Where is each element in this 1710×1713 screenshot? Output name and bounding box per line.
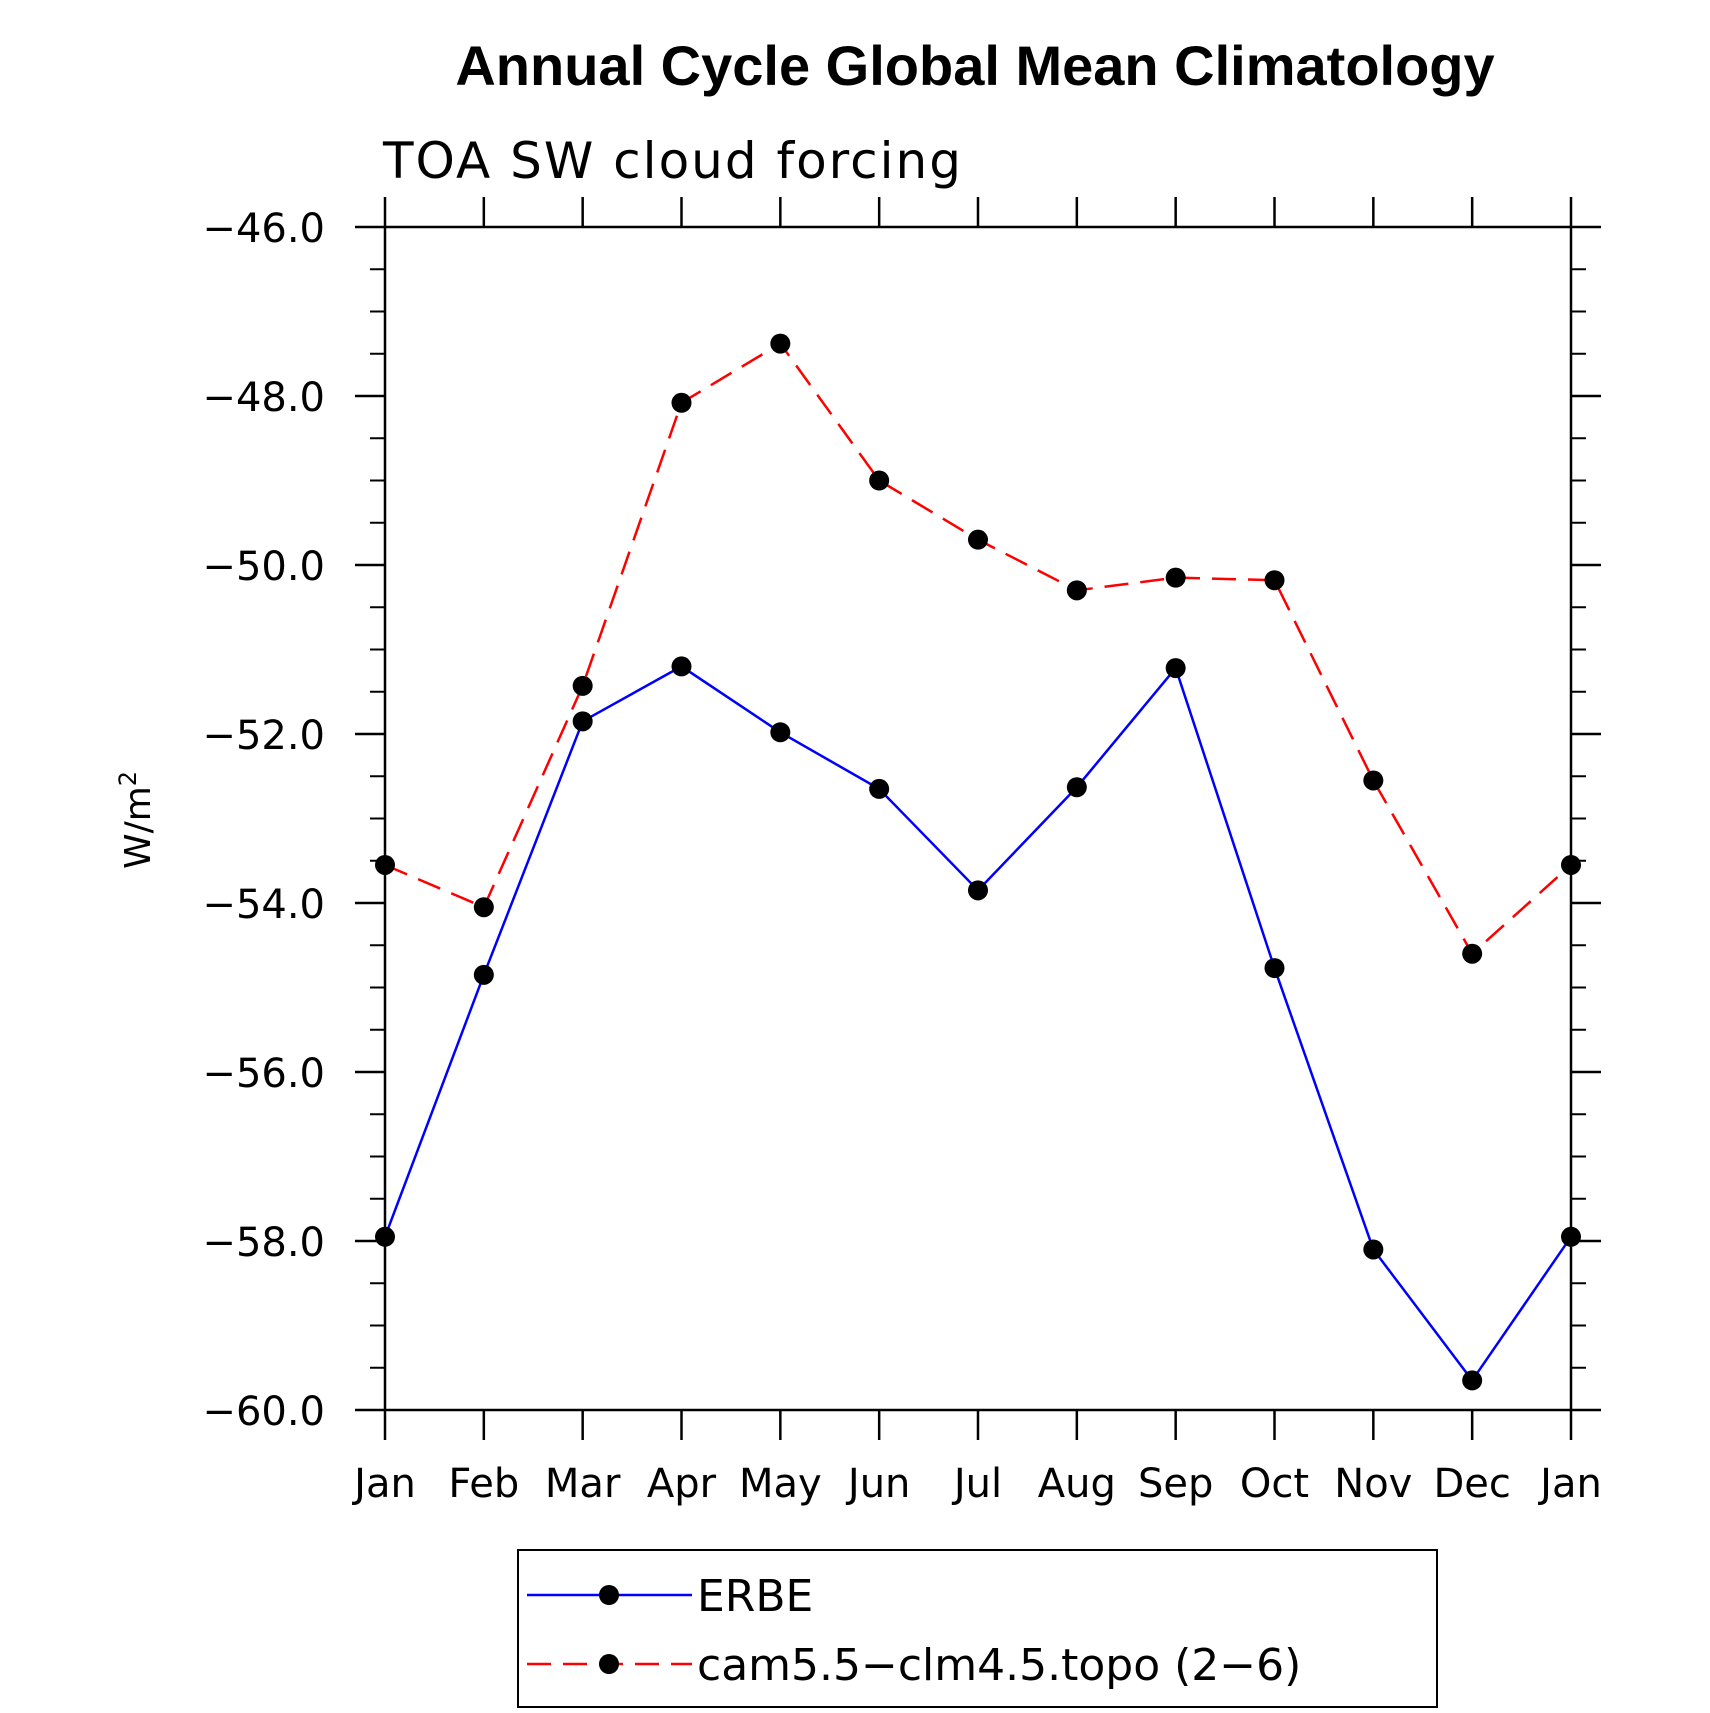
series-1-point — [1264, 570, 1285, 591]
plot-frame — [383, 225, 1573, 1412]
x-tick-label: Jan — [351, 1461, 416, 1507]
x-tick-label: Dec — [1433, 1461, 1510, 1507]
series-0-point — [473, 964, 494, 985]
x-tick-label: Jan — [1537, 1461, 1602, 1507]
y-tick-label: −46.0 — [202, 206, 325, 252]
series-1-point — [770, 333, 791, 354]
legend-label-erbe: ERBE — [697, 1571, 813, 1622]
y-axis-label-base: W/m — [118, 786, 159, 869]
series-0-point — [1561, 1226, 1581, 1247]
y-tick-labels: −60.0 −58.0 −56.0 −54.0 −52.0 −50.0 −48.0 −46.0 — [202, 206, 325, 1435]
series-1-point — [869, 470, 890, 491]
legend-label-cam5: cam5.5−clm4.5.topo (2−6) — [697, 1640, 1301, 1691]
legend-marker-erbe — [599, 1585, 619, 1605]
series-1-point — [1363, 770, 1384, 791]
x-tick-label: May — [739, 1461, 822, 1507]
series-0-point — [1165, 658, 1186, 679]
y-tick-label: −54.0 — [202, 882, 325, 928]
y-axis-label-exponent: 2 — [114, 771, 142, 786]
series-1-point — [375, 854, 395, 875]
x-tick-labels: Jan Feb Mar Apr May Jun Jul Aug Sep Oct Nov Dec Jan — [351, 1461, 1602, 1507]
series-0-point — [869, 778, 890, 799]
series-0-point — [671, 656, 692, 677]
x-tick-label: Nov — [1334, 1461, 1412, 1507]
y-tick-label: −48.0 — [202, 375, 325, 421]
legend-marker-cam5 — [599, 1654, 619, 1674]
y-tick-label: −60.0 — [202, 1389, 325, 1435]
y-tick-label: −52.0 — [202, 713, 325, 759]
x-tick-label: Feb — [448, 1461, 519, 1507]
series-1-point — [1561, 854, 1581, 875]
chart-subtitle: TOA SW cloud forcing — [382, 132, 963, 190]
series-0-point — [1066, 777, 1087, 798]
axis-ticks — [355, 197, 1601, 1440]
x-tick-label: Aug — [1038, 1461, 1116, 1507]
x-tick-label: Jun — [845, 1461, 911, 1507]
series-1-point — [1066, 580, 1087, 601]
x-tick-label: Oct — [1240, 1461, 1309, 1507]
series-1-point — [1165, 567, 1186, 588]
series-1-point — [968, 529, 988, 550]
series-0-point — [375, 1226, 395, 1247]
legend: ERBE cam5.5−clm4.5.topo (2−6) — [517, 1549, 1438, 1708]
x-tick-label: Apr — [647, 1461, 717, 1507]
x-tick-label: Mar — [545, 1461, 621, 1507]
series-1-point — [572, 675, 593, 696]
series-line-1 — [384, 341, 1572, 956]
series-0-point — [770, 722, 791, 743]
series-1-point — [1462, 943, 1483, 964]
y-tick-label: −50.0 — [202, 544, 325, 590]
series-layer — [375, 333, 1581, 1391]
series-0-point — [572, 711, 593, 732]
series-1-point — [671, 392, 692, 413]
series-1-point — [473, 897, 494, 918]
y-axis-label: W/m2 — [114, 771, 159, 869]
series-0-point — [1363, 1239, 1384, 1260]
series-0-point — [1462, 1370, 1483, 1391]
series-0-point — [968, 880, 988, 901]
series-line-0 — [383, 664, 1573, 1383]
y-tick-label: −58.0 — [202, 1220, 325, 1266]
series-0-point — [1264, 958, 1285, 979]
legend-box — [517, 1549, 1438, 1708]
x-tick-label: Sep — [1138, 1461, 1213, 1507]
x-tick-label: Jul — [951, 1461, 1002, 1507]
chart-title: Annual Cycle Global Mean Climatology — [455, 34, 1494, 97]
y-tick-label: −56.0 — [202, 1051, 325, 1097]
